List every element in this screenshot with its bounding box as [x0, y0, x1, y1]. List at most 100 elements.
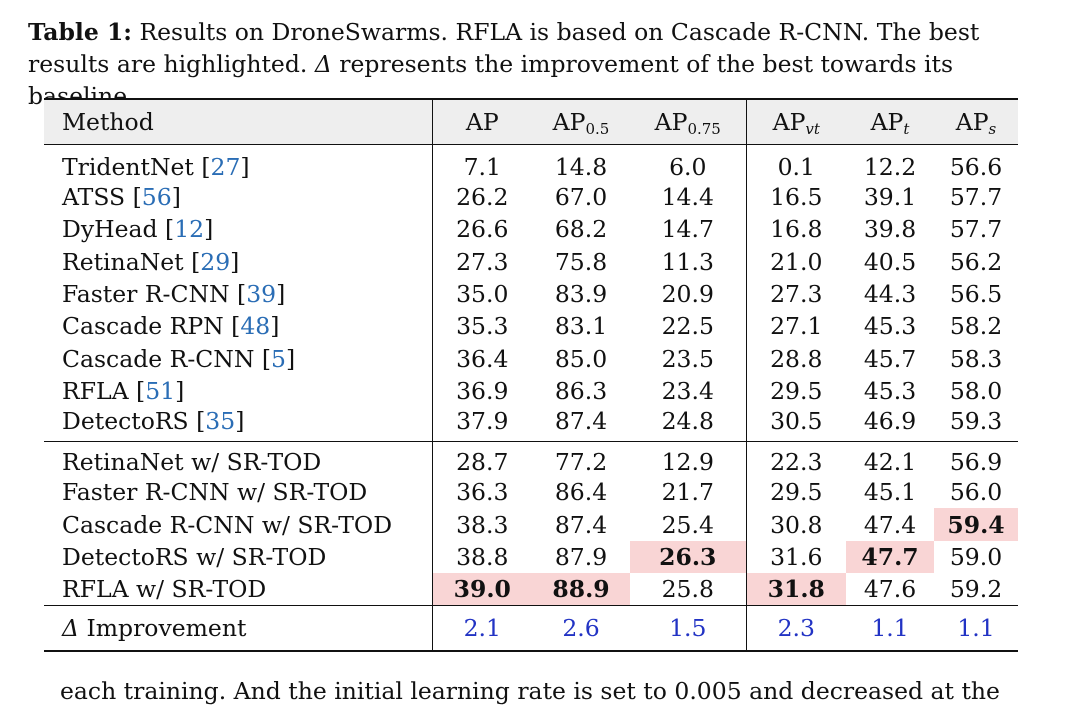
- metric-cell: 75.8: [554, 247, 608, 276]
- header-apt-base: AP: [870, 108, 904, 136]
- metric-cell: 29.5: [745, 374, 846, 408]
- header-ap075-base: AP: [654, 108, 688, 136]
- metric-cell: 30.5: [745, 407, 846, 442]
- metric-cell: 29.5: [745, 476, 846, 509]
- citation-bracket: ]: [171, 183, 181, 212]
- method-name: RetinaNet [29]: [44, 246, 432, 278]
- metric-cell: 40.5: [863, 247, 917, 276]
- metric-cell: 56.5: [949, 280, 1003, 309]
- caption-text-2: results are highlighted.: [28, 50, 315, 78]
- improvement-value: 1.1: [846, 604, 934, 652]
- method-label: ATSS [: [62, 183, 142, 212]
- citation-link[interactable]: 5: [271, 344, 286, 373]
- header-aps-sub: s: [988, 120, 997, 138]
- metric-cell: 16.5: [745, 181, 846, 214]
- citation-bracket: ]: [235, 407, 245, 436]
- metric-cell: 22.3: [745, 441, 846, 477]
- metric-cell: 26.2: [431, 181, 532, 214]
- table-caption: Table 1: Results on DroneSwarms. RFLA is…: [28, 16, 1058, 112]
- metric-cell: 27.1: [745, 310, 846, 343]
- header-ap05-base: AP: [552, 108, 586, 136]
- metric-cell: 28.7: [431, 441, 532, 477]
- table-row: ATSS [56] 26.2 67.0 14.4 16.5 39.1 57.7: [44, 181, 1018, 214]
- metric-cell: 56.6: [949, 153, 1003, 181]
- metric-cell: 59.4: [934, 508, 1018, 541]
- metric-cell: 87.4: [554, 407, 608, 436]
- metric-cell: 26.6: [431, 213, 532, 246]
- citation-link[interactable]: 39: [246, 280, 277, 309]
- method-label: DetectoRS [: [62, 407, 206, 436]
- citation-bracket: ]: [285, 344, 296, 373]
- metric-cell: 14.4: [661, 183, 714, 212]
- metric-cell: 22.5: [661, 312, 714, 341]
- table-row: Faster R-CNN w/ SR-TOD 36.3 86.4 21.7 29.5 45…: [44, 476, 1018, 509]
- metric-cell: 59.3: [949, 407, 1003, 436]
- improvement-value: 2.3: [745, 604, 846, 652]
- header-ap: AP: [431, 98, 532, 145]
- table-row: Cascade RPN [48] 35.3 83.1 22.5 27.1 45.3 58.2: [44, 310, 1018, 343]
- metric-cell: 16.8: [745, 213, 846, 246]
- metric-cell: 39.8: [863, 215, 917, 244]
- method-name: RFLA [51]: [44, 375, 432, 407]
- header-ap05: AP0.5: [532, 98, 630, 145]
- metric-cell: 45.1: [863, 478, 917, 507]
- metric-cell: 30.8: [745, 508, 846, 541]
- method-name: Faster R-CNN [39]: [44, 278, 432, 310]
- table-row: RFLA w/ SR-TOD 39.0 88.9 25.8 31.8 47.6 59.2: [44, 572, 1018, 606]
- metric-cell: 36.9: [431, 374, 532, 408]
- header-row: Method AP AP0.5 AP0.75 APvt APt APs: [44, 98, 1018, 145]
- citation-link[interactable]: 29: [200, 247, 231, 276]
- improvement-text: Improvement: [78, 613, 247, 642]
- metric-cell: 38.3: [431, 508, 532, 541]
- improvement-label: Δ Improvement: [44, 604, 432, 652]
- citation-bracket: ]: [270, 312, 280, 341]
- metric-cell: 27.3: [745, 277, 846, 311]
- metric-cell: 14.7: [661, 215, 714, 244]
- delta-symbol: Δ: [314, 50, 332, 78]
- metric-cell: 57.7: [949, 183, 1003, 212]
- metric-cell: 37.9: [431, 407, 532, 442]
- metric-cell: 47.4: [863, 510, 917, 539]
- improvement-value: 1.1: [934, 604, 1018, 652]
- metric-cell: 58.0: [949, 376, 1003, 405]
- citation-link[interactable]: 48: [240, 312, 271, 341]
- header-apvt: APvt: [745, 98, 846, 145]
- metric-cell: 88.9: [532, 572, 630, 606]
- metric-cell: 86.4: [554, 478, 608, 507]
- metric-cell: 26.3: [630, 540, 746, 573]
- header-aps-base: AP: [955, 108, 989, 136]
- delta-symbol: Δ: [62, 613, 79, 642]
- method-name: DyHead [12]: [44, 213, 432, 245]
- caption-text-1: Results on DroneSwarms. RFLA is based on…: [131, 18, 980, 46]
- citation-link[interactable]: 35: [205, 407, 236, 436]
- caption-label: Table 1:: [28, 18, 132, 46]
- metric-cell: 68.2: [554, 215, 608, 244]
- metric-cell: 58.3: [949, 344, 1003, 373]
- method-name: RFLA w/ SR-TOD: [62, 574, 267, 603]
- table-row: RetinaNet w/ SR-TOD 28.7 77.2 12.9 22.3 42.1 5…: [44, 441, 1018, 477]
- caption-line-2: results are highlighted. Δ represents th…: [28, 48, 1058, 112]
- metric-cell: 46.9: [863, 407, 917, 436]
- metric-cell: 28.8: [745, 342, 846, 375]
- citation-link[interactable]: 51: [145, 376, 176, 405]
- table-row: Faster R-CNN [39] 35.0 83.9 20.9 27.3 44.3 56.…: [44, 277, 1018, 311]
- metric-cell: 59.0: [949, 542, 1003, 571]
- citation-link[interactable]: 56: [141, 183, 172, 212]
- table-row: DetectoRS [35] 37.9 87.4 24.8 30.5 46.9 59.3: [44, 407, 1018, 442]
- header-apvt-base: AP: [772, 108, 806, 136]
- metric-cell: 39.0: [431, 572, 532, 606]
- header-method: Method: [44, 98, 432, 145]
- metric-cell: 12.9: [630, 441, 746, 477]
- metric-cell: 11.3: [661, 247, 714, 276]
- metric-cell: 7.1: [431, 144, 532, 181]
- method-name: DetectoRS [35]: [44, 407, 432, 442]
- citation-link[interactable]: 27: [210, 153, 241, 181]
- table-body: TridentNet [27] 7.1 14.8 6.0 0.1 12.2 56.6 ATSS…: [44, 144, 1018, 652]
- table-row: DyHead [12] 26.6 68.2 14.7 16.8 39.8 57.7: [44, 213, 1018, 246]
- method-label: DyHead [: [62, 215, 175, 244]
- header-ap05-sub: 0.5: [585, 120, 610, 138]
- improvement-value: 1.5: [630, 604, 746, 652]
- method-name: DetectoRS w/ SR-TOD: [62, 542, 327, 571]
- header-apt: APt: [846, 98, 934, 145]
- citation-link[interactable]: 12: [174, 215, 205, 244]
